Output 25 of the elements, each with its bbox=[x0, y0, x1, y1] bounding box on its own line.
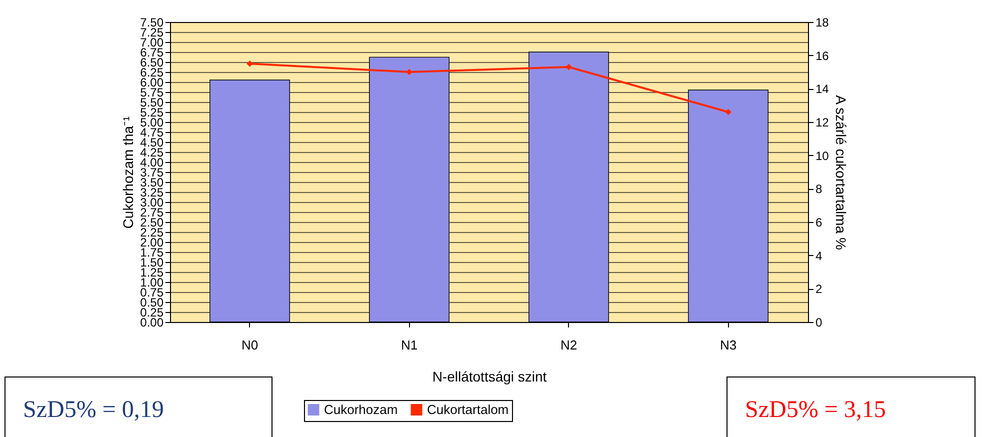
legend-label: Cukorhozam bbox=[324, 402, 398, 417]
y2-tick-label: 0 bbox=[816, 316, 822, 330]
point bbox=[725, 108, 732, 116]
y2-tick-label: 6 bbox=[816, 216, 822, 230]
y2-tick-label: 8 bbox=[816, 182, 822, 196]
x-axis-title: N-ellátottsági szint bbox=[432, 368, 547, 384]
x-tick-label: N0 bbox=[241, 338, 258, 352]
y2-tick-label: 10 bbox=[816, 148, 830, 163]
text: SzD5% = 0,19 bbox=[23, 397, 164, 423]
y2-tick-label: 14 bbox=[816, 82, 830, 96]
y2-tick-label: 2 bbox=[816, 282, 822, 296]
y2-tick-label: 4 bbox=[816, 248, 822, 263]
legend-label: Cukortartalom bbox=[427, 402, 509, 417]
point bbox=[566, 64, 572, 70]
text: SzD5% = 3,15 bbox=[745, 397, 886, 423]
point bbox=[406, 68, 412, 76]
y2-tick-label: 16 bbox=[816, 48, 830, 63]
x-tick-label: N1 bbox=[400, 338, 418, 352]
point bbox=[246, 60, 253, 67]
y2-axis-title: A szárlé cukortartalma % bbox=[832, 95, 849, 250]
x-tick-label: N3 bbox=[720, 338, 737, 352]
y2-tick-label: 18 bbox=[816, 16, 830, 30]
y-axis-title: Cukorhozam tha⁻¹ bbox=[120, 116, 136, 229]
y2-tick-label: 12 bbox=[816, 116, 830, 130]
x-tick-label: N2 bbox=[560, 338, 578, 352]
